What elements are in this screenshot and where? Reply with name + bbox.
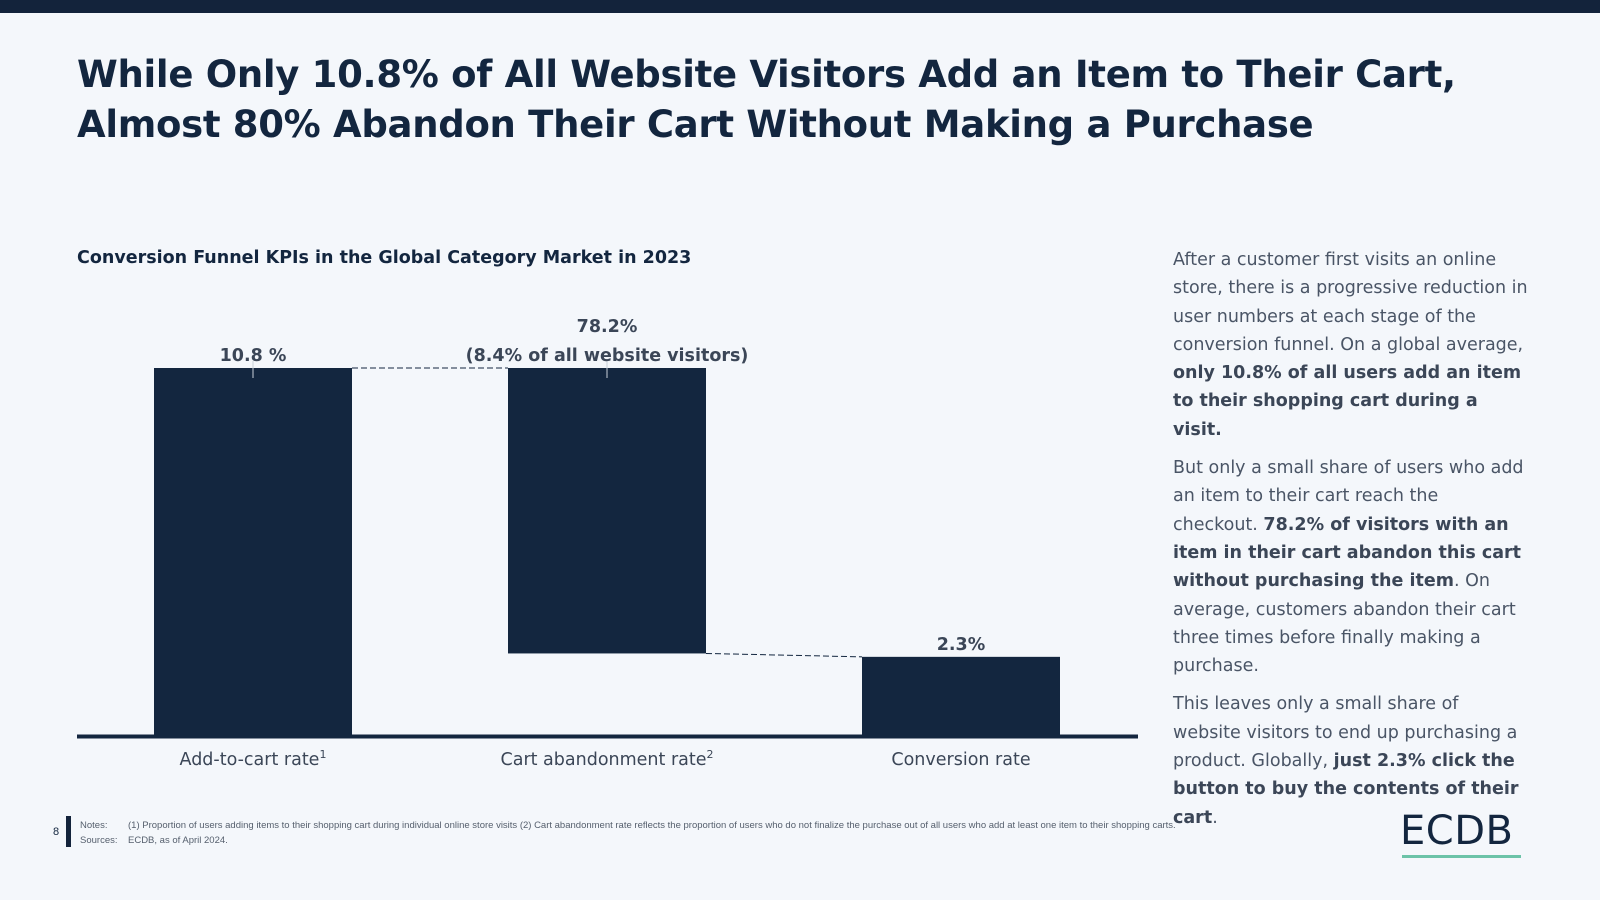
category-label: Conversion rate (891, 750, 1030, 770)
data-label: 2.3% (937, 635, 986, 655)
top-accent-bar (0, 0, 1600, 13)
commentary-text: After a customer first visits an online … (1173, 246, 1528, 842)
commentary-text-run: This leaves only a small share of websit… (1173, 694, 1518, 772)
slide-title: While Only 10.8% of All Website Visitors… (77, 50, 1517, 150)
commentary-paragraph-2: But only a small share of users who add … (1173, 454, 1528, 680)
commentary-highlight: 78.2% of visitors with an item in their … (1173, 514, 1522, 592)
commentary-paragraph-3: This leaves only a small share of websit… (1173, 690, 1528, 831)
category-label: Cart abandonment rate2 (501, 748, 714, 770)
page-number-bar (66, 816, 71, 847)
connector-line (705, 652, 863, 658)
category-label: Add-to-cart rate1 (180, 748, 327, 770)
commentary-highlight: only 10.8% of all users add an item to t… (1173, 363, 1522, 440)
bar (508, 368, 706, 654)
sources-text: ECDB, as of April 2024. (128, 835, 228, 846)
ecdb-logo: ECDB (1400, 810, 1523, 860)
footnotes: Notes: (1) Proportion of users adding it… (80, 818, 1176, 848)
notes-text: (1) Proportion of users adding items to … (128, 820, 1176, 831)
commentary-paragraph-1: After a customer first visits an online … (1173, 246, 1528, 444)
slide-title-line-2: Almost 80% Abandon Their Cart Without Ma… (77, 103, 1314, 146)
bar (154, 368, 352, 735)
page-number: 8 (53, 826, 60, 838)
bar (862, 656, 1060, 735)
chart-title: Conversion Funnel KPIs in the Global Cat… (77, 248, 692, 268)
logo-underline (1402, 855, 1521, 858)
data-label: 78.2% (577, 317, 638, 337)
funnel-chart: 10.8 % 78.2% (8.4% of all website visitors… (77, 317, 1138, 770)
commentary-text-run: . (1212, 807, 1218, 828)
data-label: (8.4% of all website visitors) (466, 346, 749, 366)
commentary-highlight: just 2.3% click the button to buy the co… (1173, 751, 1519, 828)
slide-title-line-1: While Only 10.8% of All Website Visitors… (77, 53, 1456, 96)
sources-label: Sources: (80, 835, 118, 846)
logo-text: ECDB (1400, 808, 1514, 854)
commentary-text-run: After a customer first visits an online … (1173, 250, 1528, 355)
notes-label: Notes: (80, 820, 108, 831)
data-label: 10.8 % (220, 346, 287, 366)
commentary-text-run: But only a small share of users who add … (1173, 458, 1524, 535)
sources-row: Sources: ECDB, as of April 2024. (80, 833, 1176, 848)
commentary-text-run: . On average, customers abandon their ca… (1173, 571, 1516, 677)
notes-row: Notes: (1) Proportion of users adding it… (80, 818, 1176, 833)
